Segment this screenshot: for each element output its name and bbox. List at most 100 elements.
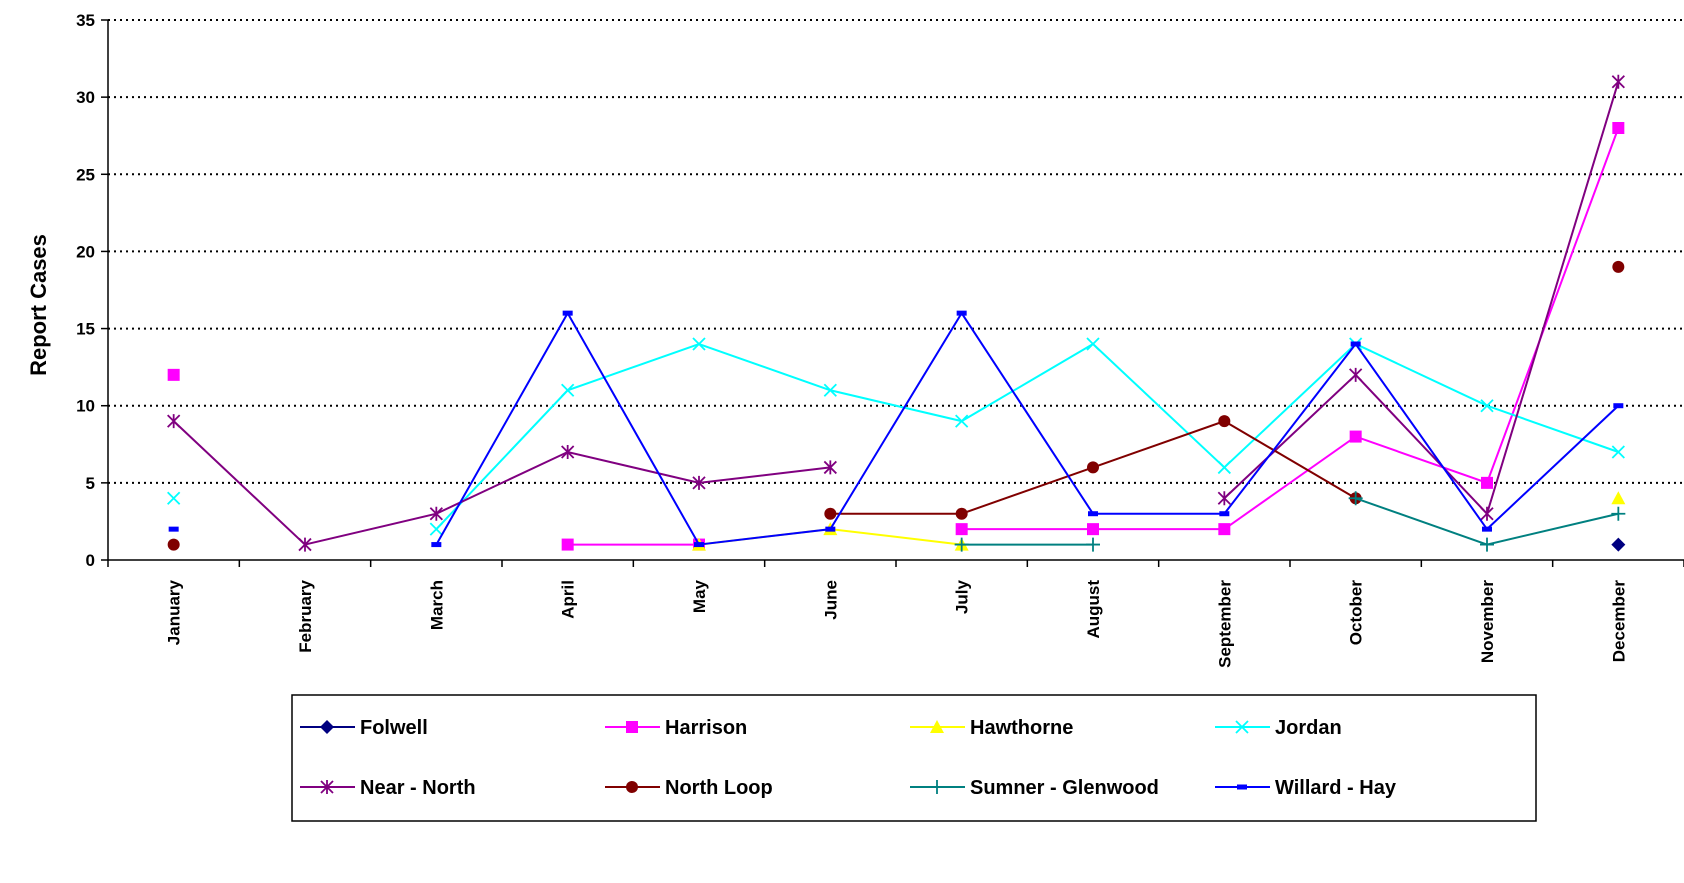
legend-item-north-loop: North Loop — [605, 777, 773, 799]
legend-label-willard-hay: Willard - Hay — [1275, 777, 1397, 799]
legend-label-hawthorne: Hawthorne — [970, 717, 1073, 739]
y-tick-label-30: 30 — [76, 88, 95, 107]
x-tick-label-august: August — [1084, 580, 1103, 639]
point-near-north-december — [1611, 74, 1625, 89]
legend-label-jordan: Jordan — [1275, 717, 1342, 739]
series-folwell — [1611, 537, 1626, 552]
point-willard-hay-june — [825, 526, 836, 532]
point-harrison-october — [1349, 430, 1362, 443]
point-willard-hay-april — [562, 310, 573, 316]
point-near-north-january — [167, 414, 181, 429]
x-tick-label-july: July — [953, 579, 972, 614]
point-willard-hay-march — [431, 542, 442, 548]
series-line-near-north-1 — [1223, 81, 1620, 516]
point-willard-hay-november — [1482, 526, 1492, 532]
legend-marker-hawthorne — [930, 720, 944, 733]
point-harrison-july — [955, 523, 968, 536]
point-sumner-glenwood-october — [1348, 491, 1363, 506]
point-willard-hay-may — [694, 542, 704, 548]
series-line-willard-hay-1 — [435, 311, 1620, 546]
x-tick-label-june: June — [821, 580, 840, 620]
y-tick-label-15: 15 — [76, 320, 95, 339]
x-tick-label-november: November — [1478, 580, 1497, 664]
point-north-loop-december — [1612, 260, 1625, 273]
point-harrison-december — [1612, 122, 1625, 134]
x-tick-label-september: September — [1215, 580, 1234, 668]
y-tick-label-5: 5 — [86, 474, 95, 493]
point-sumner-glenwood-july — [954, 537, 969, 552]
legend-item-harrison: Harrison — [605, 717, 747, 739]
series-group — [167, 74, 1626, 552]
point-near-north-february — [298, 537, 312, 552]
axes — [101, 19, 1684, 567]
point-harrison-september — [1218, 523, 1231, 536]
point-willard-hay-january — [168, 526, 179, 532]
point-sumner-glenwood-december — [1611, 506, 1626, 521]
x-tick-label-february: February — [296, 579, 315, 652]
y-tick-labels: 0 5 10 15 20 25 30 35 — [76, 11, 95, 570]
legend-marker-near-north — [320, 780, 334, 794]
series-harrison — [167, 122, 1625, 551]
point-near-north-may — [692, 475, 706, 490]
point-harrison-august — [1087, 523, 1099, 536]
legend: Folwell Harrison Hawthorne Jordan Near - Nor… — [291, 694, 1537, 822]
point-harrison-january — [167, 368, 180, 381]
legend-marker-harrison — [626, 721, 638, 733]
point-jordan-december — [1611, 445, 1625, 459]
point-near-north-september — [1217, 491, 1231, 506]
point-north-loop-july — [955, 507, 968, 520]
legend-marker-north-loop — [626, 781, 638, 793]
y-axis-title: Report Cases — [26, 234, 51, 376]
series-willard-hay — [168, 310, 1624, 548]
point-jordan-september — [1217, 460, 1231, 475]
x-tick-label-october: October — [1347, 580, 1366, 646]
point-jordan-may — [692, 337, 706, 351]
point-jordan-july — [955, 414, 969, 428]
point-north-loop-june — [824, 507, 837, 520]
y-tick-label-35: 35 — [76, 11, 95, 30]
legend-label-folwell: Folwell — [360, 717, 428, 739]
legend-label-sumner-glenwood: Sumner - Glenwood — [970, 777, 1159, 799]
point-harrison-november — [1481, 476, 1493, 489]
x-tick-label-april: April — [559, 580, 578, 619]
legend-box — [291, 694, 1537, 822]
series-jordan — [167, 337, 1625, 536]
point-near-north-october — [1349, 367, 1363, 382]
y-tick-label-0: 0 — [86, 551, 95, 570]
series-line-harrison-2 — [961, 127, 1620, 531]
legend-marker-sumner-glenwood — [930, 780, 944, 794]
y-tick-label-10: 10 — [76, 397, 95, 416]
point-jordan-june — [823, 383, 837, 397]
point-willard-hay-october — [1350, 341, 1361, 347]
point-willard-hay-august — [1088, 511, 1098, 517]
point-jordan-november — [1480, 399, 1494, 413]
legend-label-north-loop: North Loop — [665, 777, 773, 799]
series-sumner-glenwood — [954, 491, 1626, 552]
legend-label-harrison: Harrison — [665, 717, 747, 739]
point-hawthorne-december — [1611, 491, 1626, 505]
y-tick-label-25: 25 — [76, 165, 95, 184]
series-near-north — [167, 74, 1625, 552]
point-willard-hay-september — [1219, 511, 1230, 517]
x-tick-labels: January February March April May June July Augu… — [165, 579, 1629, 667]
point-north-loop-august — [1087, 461, 1099, 474]
series-line-near-north-0 — [172, 420, 831, 546]
series-north-loop — [167, 260, 1625, 551]
point-north-loop-january — [167, 538, 180, 551]
series-hawthorne — [692, 491, 1626, 551]
point-willard-hay-july — [956, 310, 967, 316]
point-near-north-march — [429, 506, 443, 521]
point-harrison-april — [561, 538, 574, 551]
point-north-loop-september — [1218, 415, 1231, 428]
legend-item-willard-hay: Willard - Hay — [1215, 777, 1397, 799]
series-line-jordan-1 — [435, 342, 1619, 530]
point-sumner-glenwood-november — [1480, 537, 1494, 552]
point-jordan-january — [167, 491, 181, 505]
legend-label-near-north: Near - North — [360, 777, 476, 799]
x-tick-label-december: December — [1609, 580, 1628, 663]
point-near-north-june — [823, 460, 837, 475]
x-tick-label-may: May — [690, 579, 709, 613]
legend-item-near-north: Near - North — [300, 777, 476, 799]
point-near-north-november — [1480, 506, 1494, 521]
